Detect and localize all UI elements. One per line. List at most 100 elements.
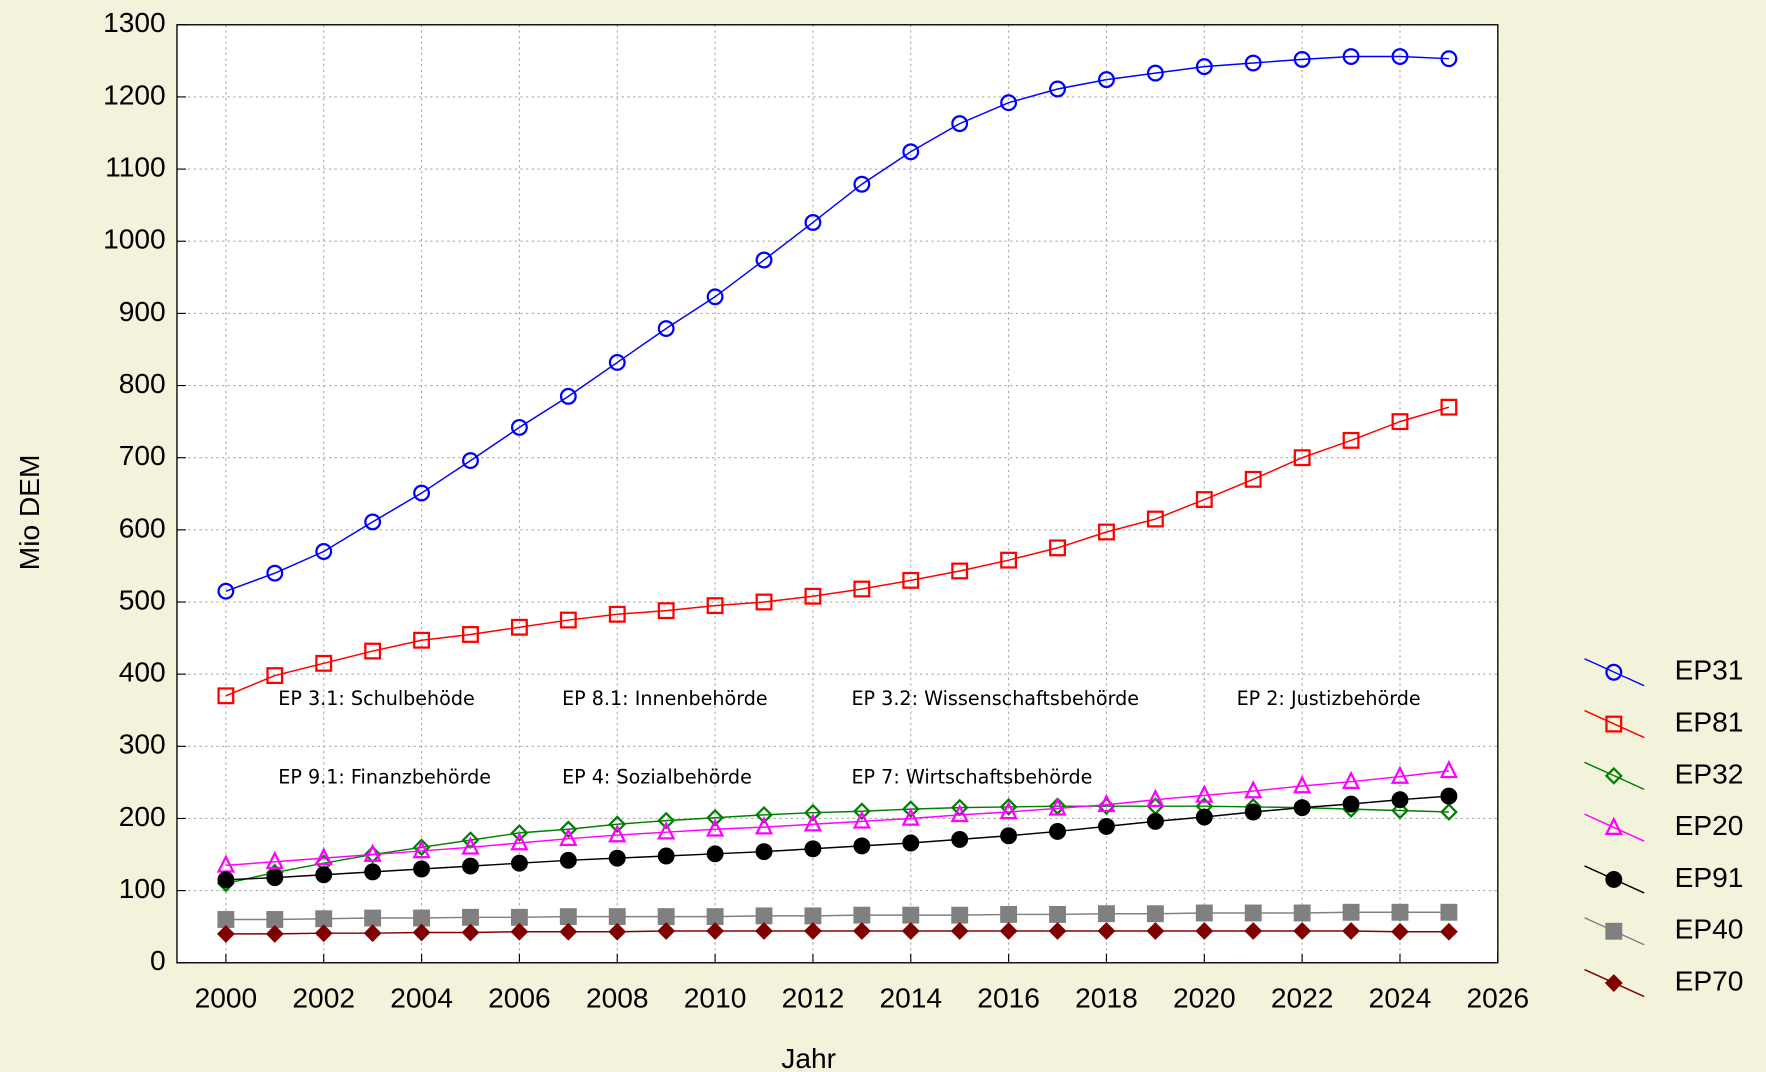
y-tick-label: 0 [150,945,166,976]
marker [1391,922,1409,941]
marker [951,906,969,924]
marker [412,923,431,942]
x-tick-label: 2000 [195,982,258,1013]
marker [1098,817,1115,835]
marker [510,823,529,842]
y-tick-label: 300 [119,729,166,760]
marker [364,909,382,927]
marker [1097,922,1116,940]
marker [315,910,333,928]
y-tick-label: 500 [119,584,166,615]
y-tick-label: 900 [119,296,166,327]
marker [1146,922,1165,940]
x-tick-label: 2022 [1271,982,1334,1013]
legend-label: EP32 [1675,758,1744,789]
marker [804,907,822,925]
legend-marker [1605,922,1623,940]
legend-marker [1604,974,1623,992]
marker [1098,905,1115,923]
marker [217,911,235,928]
marker [510,908,528,926]
marker [950,922,969,940]
legend-marker [1605,715,1623,733]
marker [1244,803,1262,821]
marker [853,580,871,598]
marker [901,800,920,818]
marker [608,815,627,834]
annotation: EP 7: Wirtschaftsbehörde [851,766,1092,789]
marker [1292,775,1312,794]
marker [1195,808,1213,826]
marker [1195,491,1213,508]
marker [1439,759,1459,779]
marker [1341,770,1361,789]
marker [804,840,822,858]
marker [657,811,676,830]
marker [950,803,969,823]
marker [1342,903,1360,921]
x-tick-label: 2026 [1467,982,1530,1013]
marker [852,922,871,940]
annotation: EP 2: Justizbehörde [1237,687,1421,710]
marker [804,803,822,822]
marker [315,654,333,672]
marker [706,922,725,940]
marker [853,175,871,193]
marker [755,251,773,269]
marker [510,922,529,941]
marker [901,922,920,940]
legend-marker [1604,766,1623,785]
x-tick-label: 2012 [782,982,845,1013]
marker [461,836,480,855]
marker [364,513,382,531]
marker [803,813,823,832]
legend-marker [1604,816,1623,835]
marker [1391,903,1409,921]
marker [901,807,920,826]
legend-line [1584,658,1645,687]
marker [1293,50,1311,68]
marker [853,837,871,855]
legend-label: EP20 [1675,810,1744,841]
marker [1098,71,1115,89]
x-tick-label: 2002 [292,982,355,1013]
marker [657,847,675,865]
marker [755,843,773,861]
y-axis-label: Mio DEM [14,455,45,571]
marker [755,907,773,925]
marker [412,839,431,859]
marker [1195,904,1213,922]
marker [559,851,577,869]
marker [657,320,675,337]
x-tick-label: 2020 [1173,982,1236,1013]
marker [804,214,822,231]
marker [559,827,578,846]
marker [902,906,920,924]
marker [1440,903,1458,921]
marker [1293,922,1312,940]
marker [265,924,284,943]
marker [852,802,871,821]
marker [217,582,235,600]
marker [1391,413,1409,431]
plot-frame [176,24,1499,964]
legend-marker [1605,663,1623,681]
marker [1195,922,1214,940]
marker [413,631,431,649]
marker [1244,54,1262,72]
marker [1048,922,1067,940]
marker [804,922,822,940]
marker [706,808,725,827]
y-tick-label: 100 [119,873,166,904]
marker [608,605,626,623]
marker [1244,904,1262,922]
marker [1244,470,1262,488]
x-tick-label: 2014 [879,982,942,1013]
legend-label: EP81 [1675,706,1744,737]
annotation: EP 9.1: Finanzbehörde [278,766,491,789]
marker [608,354,626,371]
marker [1146,812,1164,830]
marker [1342,431,1360,449]
marker [902,143,920,161]
